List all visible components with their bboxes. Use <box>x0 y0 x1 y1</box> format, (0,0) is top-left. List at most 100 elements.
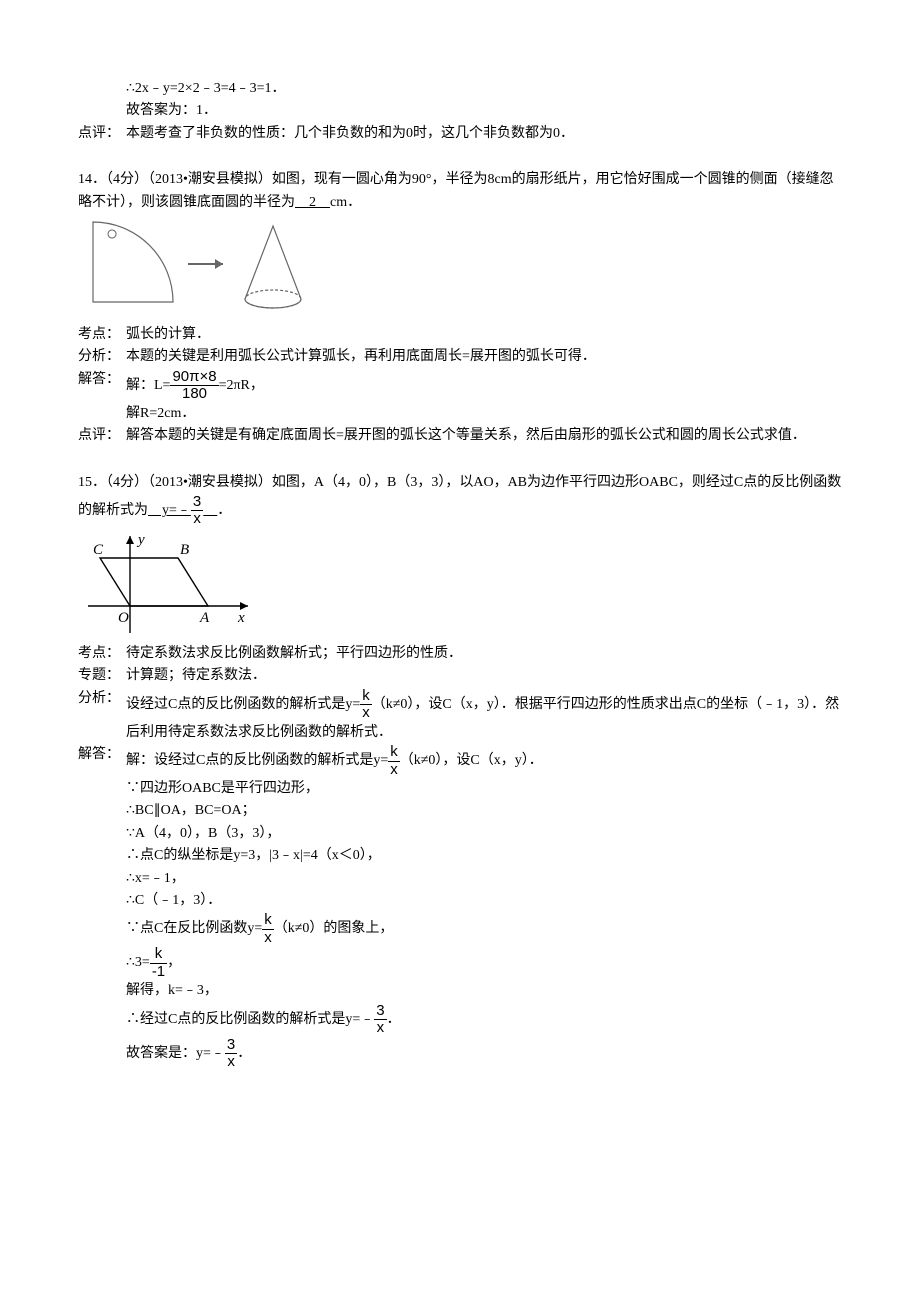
y-arrow-icon <box>126 536 134 544</box>
zhuanti-label: 专题： <box>78 665 126 687</box>
num-k2: k <box>388 744 400 762</box>
q15-stem: 15．（4分）（2013•潮安县模拟）如图，A（4，0），B（3，3），以AO，… <box>78 472 842 528</box>
q15-zhuanti-text: 计算题；待定系数法． <box>126 665 842 687</box>
q15-jd-line1: 解：设经过C点的反比例函数的解析式是y=kx（k≠0），设C（x，y）． <box>126 744 842 778</box>
x-arrow-icon <box>240 602 248 610</box>
den-x2: x <box>388 762 400 779</box>
label-O: O <box>118 610 129 626</box>
frac-den-x: x <box>191 511 203 528</box>
frac-k-x-3: kx <box>262 912 274 946</box>
label-x: x <box>237 610 245 626</box>
arrow-head-icon <box>215 259 223 269</box>
q15-s3: ∵A（4，0），B（3，3）， <box>126 823 842 845</box>
q13-dianping-text: 本题考查了非负数的性质：几个非负数的和为0时，这几个非负数都为0． <box>126 123 842 145</box>
q15-s9: 解得，k=﹣3， <box>126 980 842 1002</box>
q13-answer-body: ∴2x﹣y=2×2﹣3=4﹣3=1． 故答案为：1． <box>126 78 842 123</box>
frac-num: 90π×8 <box>170 369 218 387</box>
q15-s11: 故答案是：y=﹣3x． <box>126 1037 842 1071</box>
sector-dot <box>108 230 116 238</box>
frac-3-x-1: 3x <box>374 1003 386 1037</box>
q13-dianping: 点评： 本题考查了非负数的性质：几个非负数的和为0时，这几个非负数都为0． <box>78 123 842 145</box>
q14-dianping-text: 解答本题的关键是有确定底面周长=展开图的弧长这个等量关系，然后由扇形的弧长公式和… <box>126 425 842 447</box>
label-y: y <box>136 532 145 548</box>
q14-answer-blank: 2 <box>295 195 330 210</box>
q14-fenxi-text: 本题的关键是利用弧长公式计算弧长，再利用底面周长=展开图的弧长可得． <box>126 346 842 368</box>
q15-s7: ∵点C在反比例函数y=kx（k≠0）的图象上， <box>126 912 842 946</box>
q14-jd-pre: 解：L= <box>126 378 170 393</box>
q14-dianping: 点评： 解答本题的关键是有确定底面周长=展开图的弧长这个等量关系，然后由扇形的弧… <box>78 425 842 447</box>
q15-s5: ∴x=﹣1， <box>126 868 842 890</box>
den-x: x <box>360 705 372 722</box>
q15-kaodian-text: 待定系数法求反比例函数解析式；平行四边形的性质． <box>126 643 842 665</box>
num-k: k <box>360 688 372 706</box>
q14-stem-a: 14．（4分）（2013•潮安县模拟）如图，现有一圆心角为90°，半径为8cm的… <box>78 172 834 209</box>
q15-fx-pre: 设经过C点的反比例函数的解析式是y= <box>126 697 360 712</box>
q15-fenxi: 分析： 设经过C点的反比例函数的解析式是y=kx（k≠0），设C（x，y）．根据… <box>78 688 842 744</box>
jieda-label-15: 解答： <box>78 744 126 766</box>
arc-length-fraction: 90π×8180 <box>170 369 218 403</box>
q14-jieda: 解答： 解：L=90π×8180=2πR， 解R=2cm． <box>78 369 842 425</box>
frac-k-x-1: kx <box>360 688 372 722</box>
q15-s10b: ． <box>387 1012 401 1027</box>
q15-s2: ∴BC∥OA，BC=OA； <box>126 800 842 822</box>
dianping-label-14: 点评： <box>78 425 126 447</box>
sector-shape <box>93 222 173 302</box>
q15-jd-pre: 解：设经过C点的反比例函数的解析式是y= <box>126 753 388 768</box>
q15-figure: C B O A x y <box>78 528 268 643</box>
den-xa: x <box>374 1020 386 1037</box>
q14-kaodian: 考点： 弧长的计算． <box>78 324 842 346</box>
q15-answer-blank: y=﹣3x <box>148 503 217 518</box>
q15-s4: ∴点C的纵坐标是y=3，|3﹣x|=4（x＜0）， <box>126 845 842 867</box>
fenxi-label-15: 分析： <box>78 688 126 710</box>
fenxi-label: 分析： <box>78 346 126 368</box>
q15-s11b: ． <box>237 1046 251 1061</box>
cone-side <box>245 226 301 299</box>
q13-step1: ∴2x﹣y=2×2﹣3=4﹣3=1． <box>126 78 842 100</box>
q15-kaodian: 考点： 待定系数法求反比例函数解析式；平行四边形的性质． <box>78 643 842 665</box>
q15-stem-b: ． <box>217 503 231 518</box>
q15-zhuanti: 专题： 计算题；待定系数法． <box>78 665 842 687</box>
q15-s10a: ∴经过C点的反比例函数的解析式是y=﹣ <box>126 1012 374 1027</box>
q15-s8a: ∴3= <box>126 956 150 971</box>
q14-jieda-body: 解：L=90π×8180=2πR， 解R=2cm． <box>126 369 842 425</box>
q13-answer-cont: ∴2x﹣y=2×2﹣3=4﹣3=1． 故答案为：1． <box>78 78 842 123</box>
label-C: C <box>93 542 104 558</box>
num-k3: k <box>262 912 274 930</box>
q15-s1: ∵四边形OABC是平行四边形， <box>126 778 842 800</box>
q14-figure <box>78 214 328 324</box>
jieda-label: 解答： <box>78 369 126 391</box>
q14-kaodian-text: 弧长的计算． <box>126 324 842 346</box>
q15-fenxi-body: 设经过C点的反比例函数的解析式是y=kx（k≠0），设C（x，y）．根据平行四边… <box>126 688 842 744</box>
kaodian-label-15: 考点： <box>78 643 126 665</box>
q14-stem-b: cm． <box>330 195 361 210</box>
q15-ans-pre: y=﹣ <box>148 503 191 518</box>
q14-fenxi: 分析： 本题的关键是利用弧长公式计算弧长，再利用底面周长=展开图的弧长可得． <box>78 346 842 368</box>
q15-s8b: ， <box>167 956 181 971</box>
den-neg1: -1 <box>150 964 167 981</box>
q13-step2: 故答案为：1． <box>126 100 842 122</box>
parallelogram <box>100 558 208 606</box>
num-3a: 3 <box>374 1003 386 1021</box>
den-xb: x <box>225 1054 237 1071</box>
q14-stem: 14．（4分）（2013•潮安县模拟）如图，现有一圆心角为90°，半径为8cm的… <box>78 169 842 214</box>
q14-jd-post: =2πR， <box>219 378 264 393</box>
q15-s6: ∴C（﹣1，3）． <box>126 890 842 912</box>
q15-s8: ∴3=k-1， <box>126 946 842 980</box>
dianping-label: 点评： <box>78 123 126 145</box>
q15-s11a: 故答案是：y=﹣ <box>126 1046 225 1061</box>
den-x3: x <box>262 930 274 947</box>
q15-s7b: （k≠0）的图象上， <box>274 922 394 937</box>
q15-ans-frac: 3x <box>191 494 203 528</box>
cone-front-arc <box>245 299 301 308</box>
frac-3-x-2: 3x <box>225 1037 237 1071</box>
q15-s10: ∴经过C点的反比例函数的解析式是y=﹣3x． <box>126 1003 842 1037</box>
q15-jd-mid: （k≠0），设C（x，y）． <box>400 753 543 768</box>
frac-k-neg1: k-1 <box>150 946 167 980</box>
q15-s7a: ∵点C在反比例函数y= <box>126 922 262 937</box>
num-3b: 3 <box>225 1037 237 1055</box>
frac-k-x-2: kx <box>388 744 400 778</box>
label-B: B <box>180 542 189 558</box>
num-k4: k <box>150 946 167 964</box>
frac-den: 180 <box>170 386 218 403</box>
q14-jieda-line2: 解R=2cm． <box>126 403 842 425</box>
